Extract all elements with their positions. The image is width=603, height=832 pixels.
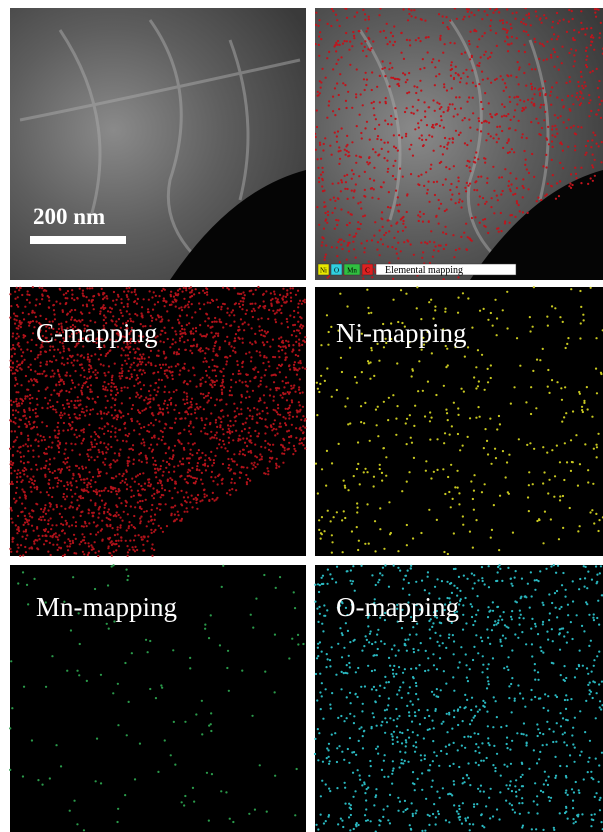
legend: Ni O Mn C Elemental mapping: [318, 264, 516, 276]
map-label: Mn-mapping: [36, 592, 177, 622]
map-label: C-mapping: [36, 318, 158, 348]
scale-bar-label: 200 nm: [33, 204, 105, 229]
legend-item: Ni: [320, 267, 327, 275]
figure: 200 nm Ni O Mn C Elemental mapping C-mapping…: [0, 0, 603, 832]
tem-image: 200 nm: [10, 8, 306, 280]
map-label: Ni-mapping: [336, 318, 466, 348]
legend-item: C: [365, 267, 370, 275]
map-label: O-mapping: [336, 592, 459, 622]
legend-title: Elemental mapping: [385, 265, 463, 276]
legend-item: Mn: [347, 267, 357, 275]
overlay-image: Ni O Mn C Elemental mapping: [315, 8, 603, 280]
legend-item: O: [334, 267, 339, 275]
